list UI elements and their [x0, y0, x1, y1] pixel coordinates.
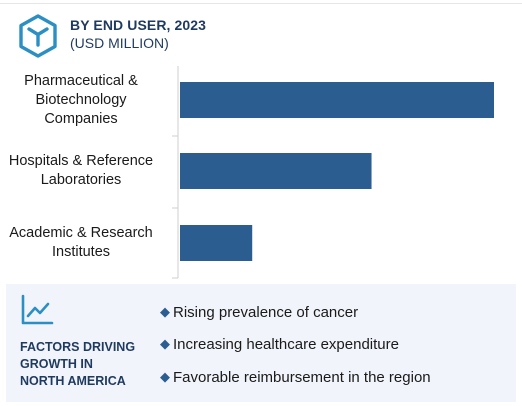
factor-item: ◆ Rising prevalence of cancer	[160, 304, 358, 321]
factors-title: FACTORS DRIVING GROWTH IN NORTH AMERICA	[20, 340, 136, 388]
factor-item: ◆ Increasing healthcare expenditure	[160, 336, 399, 353]
top-divider	[0, 3, 522, 4]
bar-chart-plot	[172, 66, 494, 279]
factor-text: Favorable reimbursement in the region	[173, 369, 431, 386]
bar	[180, 225, 253, 261]
factor-item: ◆ Favorable reimbursement in the region	[160, 369, 431, 386]
bar	[180, 82, 494, 118]
category-label: Hospitals & Reference Laboratories	[8, 153, 154, 188]
chart-subtitle: (USD MILLION)	[70, 35, 169, 51]
bar-chart: Pharmaceutical & Biotechnology Companies…	[0, 60, 522, 282]
diamond-bullet-icon: ◆	[160, 336, 170, 351]
bar	[180, 153, 372, 189]
factor-text: Rising prevalence of cancer	[173, 304, 359, 321]
diamond-bullet-icon: ◆	[160, 304, 170, 319]
diamond-bullet-icon: ◆	[160, 369, 170, 384]
category-label: Academic & Research Institutes	[9, 225, 153, 260]
line-chart-icon	[21, 294, 54, 325]
factor-text: Increasing healthcare expenditure	[173, 336, 399, 353]
chart-title: BY END USER, 2023	[70, 17, 207, 33]
category-label: Pharmaceutical & Biotechnology Companies	[24, 72, 138, 127]
factors-panel: FACTORS DRIVING GROWTH IN NORTH AMERICA …	[6, 284, 516, 402]
cube-hexagon-icon	[19, 14, 57, 58]
